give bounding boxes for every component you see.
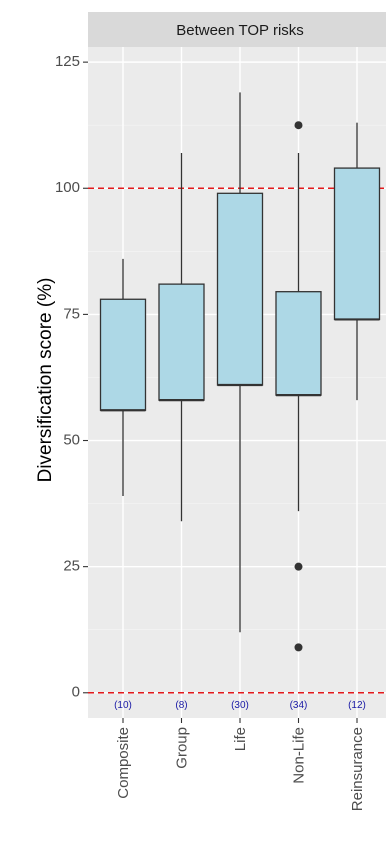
box-body bbox=[216, 192, 264, 386]
y-axis-label: Diversification score (%) bbox=[35, 278, 56, 483]
x-tick-label: Life bbox=[232, 727, 249, 751]
facet-strip bbox=[88, 12, 386, 47]
box-composite bbox=[99, 258, 147, 497]
count-labels: (10) (8) (30) (34) (12) bbox=[114, 700, 366, 711]
y-tick-label: 125 bbox=[55, 53, 80, 70]
box-non-life bbox=[275, 121, 322, 652]
count-label: (8) bbox=[175, 700, 187, 711]
count-label: (12) bbox=[348, 700, 366, 711]
outlier-point bbox=[294, 562, 303, 571]
y-axis: 0 25 50 75 100 125 bbox=[55, 53, 88, 701]
y-tick-label: 75 bbox=[63, 305, 80, 322]
count-label: (30) bbox=[231, 700, 249, 711]
x-tick-label: Group bbox=[174, 727, 191, 769]
outlier-point bbox=[294, 643, 303, 652]
box-body bbox=[158, 283, 205, 401]
count-label: (34) bbox=[290, 700, 308, 711]
boxes bbox=[99, 92, 381, 652]
y-tick-label: 0 bbox=[72, 684, 80, 701]
box-body bbox=[275, 291, 322, 396]
x-tick-label: Composite bbox=[115, 727, 132, 799]
x-tick-label: Reinsurance bbox=[349, 727, 366, 811]
box-body bbox=[333, 167, 381, 321]
box-group bbox=[158, 152, 205, 522]
x-tick-label: Non-Life bbox=[291, 727, 308, 784]
box-life bbox=[216, 92, 264, 633]
count-label: (10) bbox=[114, 700, 132, 711]
facet-title: Between TOP risks bbox=[176, 22, 304, 39]
x-axis: Composite Group Life Non-Life Reinsurance bbox=[115, 718, 366, 811]
box-reinsurance bbox=[333, 122, 381, 401]
y-tick-label: 100 bbox=[55, 179, 80, 196]
outlier-point bbox=[294, 121, 303, 130]
box-body bbox=[99, 298, 147, 411]
y-tick-label: 50 bbox=[63, 431, 80, 448]
y-tick-label: 25 bbox=[63, 558, 80, 575]
